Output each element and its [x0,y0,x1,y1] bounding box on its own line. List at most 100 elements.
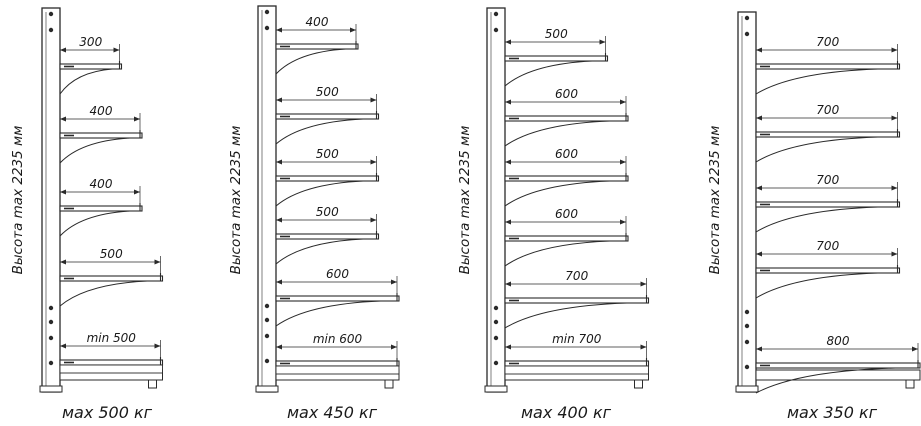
shelf: 500 [275,205,380,265]
shelf: 700 [755,173,901,233]
shelf: 700 [755,239,901,299]
shelf: 700 [755,35,901,95]
dimension-arrow-left [756,251,762,257]
shelf-board [59,205,143,212]
upright-post [486,7,506,393]
shelf-bracket [504,60,593,87]
mounting-hole [493,360,499,366]
dimension-arrow-left [60,259,66,265]
dimension-arrow-right [891,47,898,53]
dimension-arrow-right [891,185,898,191]
dimension-arrow-left [505,219,511,225]
mounting-hole [744,309,750,315]
shelf: 600 [275,267,400,327]
mounting-hole [264,317,270,323]
mounting-hole [48,11,54,17]
shelf-bracket [275,48,346,75]
shelf: min 500 [59,331,164,374]
shelf-depth-label: 500 [545,27,568,41]
mounting-hole [493,11,499,17]
mounting-hole [744,31,750,37]
base-shelf-frame [275,365,400,375]
dimension-arrow-left [505,39,511,45]
shelf-depth-label: 600 [555,87,578,101]
post-foot [255,385,279,393]
dimension-arrow-left [60,189,66,195]
shelf-board [59,132,143,139]
mounting-hole [48,360,54,366]
shelf-bracket [275,238,364,265]
mounting-hole [493,335,499,341]
shelf-board [59,63,123,70]
shelf-depth-label: 500 [316,205,339,219]
mounting-hole [48,335,54,341]
height-label: Высота max 2235 мм [707,126,723,275]
dimension-arrow-right [370,97,377,103]
shelf-bracket [275,180,364,207]
base-shelf-frame [59,364,163,374]
height-label: Высота max 2235 мм [457,126,473,275]
shelf-board [504,55,609,62]
shelf-board [755,267,901,274]
shelf-board [504,115,629,122]
shelf-bracket [59,210,130,237]
shelf-board [755,362,921,369]
mounting-hole [264,9,270,15]
shelf-depth-label: min 600 [313,332,363,346]
shelf-board [755,131,901,138]
dimension-arrow-right [370,217,377,223]
dimension-arrow-left [505,159,511,165]
shelf-depth-label: 400 [90,104,113,118]
shelf: 400 [59,104,143,164]
shelf: 600 [504,87,629,147]
shelf-bracket [59,137,130,164]
shelf: 300 [59,35,123,95]
load-capacity-label: мах 400 кг [521,403,612,422]
shelving-unit-2: Высота max 2235 мм мах 450 кг 400 500 500 500… [228,5,400,422]
dimension-arrow-right [134,116,140,122]
shelf: 400 [275,15,359,75]
base-plinth [755,369,921,381]
shelf-board [755,201,901,208]
dimension-arrow-right [134,189,140,195]
shelf-bracket [275,118,364,145]
shelf-depth-label: 400 [306,15,329,29]
shelf-board [275,360,400,367]
shelving-unit-4: Высота max 2235 мм мах 350 кг 700 700 700 700… [707,11,921,422]
shelf-bracket [755,136,878,163]
dimension-arrow-left [505,99,511,105]
dimension-arrow-right [154,343,161,349]
shelf-bracket [755,68,878,95]
shelf-board [504,360,650,367]
shelf-board [59,359,164,366]
dimension-arrow-right [599,39,606,45]
dimension-arrow-left [756,185,762,191]
shelf-depth-label: 600 [555,207,578,221]
dimension-arrow-right [620,219,626,225]
shelf-board [504,235,629,242]
dimension-arrow-right [620,99,626,105]
mounting-hole [264,303,270,309]
shelf-depth-label: 700 [816,239,839,253]
leveling-foot [148,379,157,389]
height-label: Высота max 2235 мм [10,126,26,275]
dimension-arrow-left [276,279,282,285]
shelf-board [275,295,400,302]
shelf-depth-label: min 500 [87,331,137,345]
shelf-bracket [755,206,878,233]
shelf-depth-label: 400 [90,177,113,191]
shelf-depth-label: 700 [816,35,839,49]
mounting-hole [493,319,499,325]
shelf-depth-label: 500 [316,85,339,99]
dimension-arrow-left [756,115,762,121]
upright-post [737,11,757,393]
shelf-depth-label: 800 [827,334,850,348]
dimension-arrow-right [391,279,397,285]
dimension-arrow-right [154,259,161,265]
shelf-bracket [755,367,896,394]
shelf-depth-label: 600 [555,147,578,161]
dimension-arrow-right [350,27,356,33]
dimension-arrow-left [756,346,762,352]
leveling-foot [634,379,643,389]
